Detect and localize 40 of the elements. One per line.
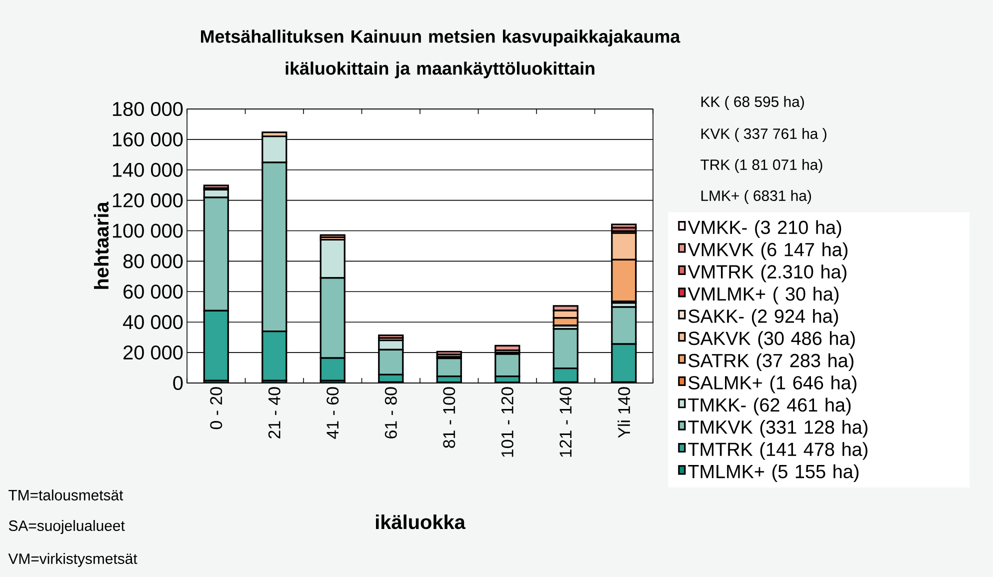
y-tick-label: 120 000	[112, 193, 183, 208]
text: LMK+ ( 6831 ha)	[701, 190, 811, 204]
text: TRK (1 81 071 ha)	[700, 159, 822, 173]
x-tick-label: 21 - 40	[268, 387, 280, 438]
legend-label: TMKVK (331 128 ha)	[688, 420, 868, 438]
legend-label: TMTRK (141 478 ha)	[688, 442, 868, 460]
text: VM=virkistysmetsät	[8, 553, 138, 567]
legend-label: SALMK+ (1 646 ha)	[688, 376, 856, 394]
legend-label: SAKK- (2 924 ha)	[688, 308, 838, 327]
y-tick-label: 140 000	[112, 162, 183, 177]
legend-label: VMTRK (2.310 ha)	[688, 264, 846, 282]
legend-label: TMKK- (62 461 ha)	[688, 398, 851, 416]
legend-label: VMKVK (6 147 ha)	[688, 242, 848, 260]
legend-label: TMLMK+ (5 155 ha)	[688, 464, 858, 482]
x-tick-label: 41 - 60	[326, 387, 339, 439]
text: SA=suojelualueet	[8, 520, 125, 534]
chart-title: Metsähallituksen Kainuun metsien kasvupaikkajakauma ikäluokittain ja maankäyttöluokittain	[201, 30, 680, 78]
y-tick-label: 100 000	[112, 224, 183, 238]
legend-label: VMLMK+ ( 30 ha)	[688, 286, 838, 304]
y-tick-label: 80 000	[123, 254, 183, 268]
y-tick-label: 0	[173, 376, 183, 390]
x-axis-title: ikäluokka	[376, 514, 466, 530]
x-tick-label: 61 - 80	[384, 387, 397, 438]
y-tick-label: 40 000	[123, 315, 183, 330]
x-tick-label: 101 - 120	[501, 387, 514, 457]
legend-label: SAKVK (30 486 ha)	[688, 331, 855, 349]
x-tick-label: 81 - 100	[443, 387, 456, 448]
text: KK ( 68 595 ha)	[701, 96, 804, 110]
x-tick-label: 0 - 20	[210, 387, 222, 430]
text: TM=talousmetsät	[8, 490, 124, 500]
legend-label: VMKK- (3 210 ha)	[688, 220, 842, 238]
y-tick-label: 180 000	[112, 102, 183, 116]
y-tick-label: 160 000	[112, 132, 183, 146]
text: KVK ( 337 761 ha )	[701, 128, 826, 142]
x-tick-label: Yli 140	[618, 387, 630, 438]
legend-label: SATRK (37 283 ha)	[688, 353, 854, 372]
x-tick-label: 121 - 140	[560, 387, 572, 457]
y-tick-label: 20 000	[124, 345, 183, 360]
y-tick-label: 60 000	[124, 284, 183, 299]
y-axis-title: hehtaaria	[94, 202, 109, 289]
